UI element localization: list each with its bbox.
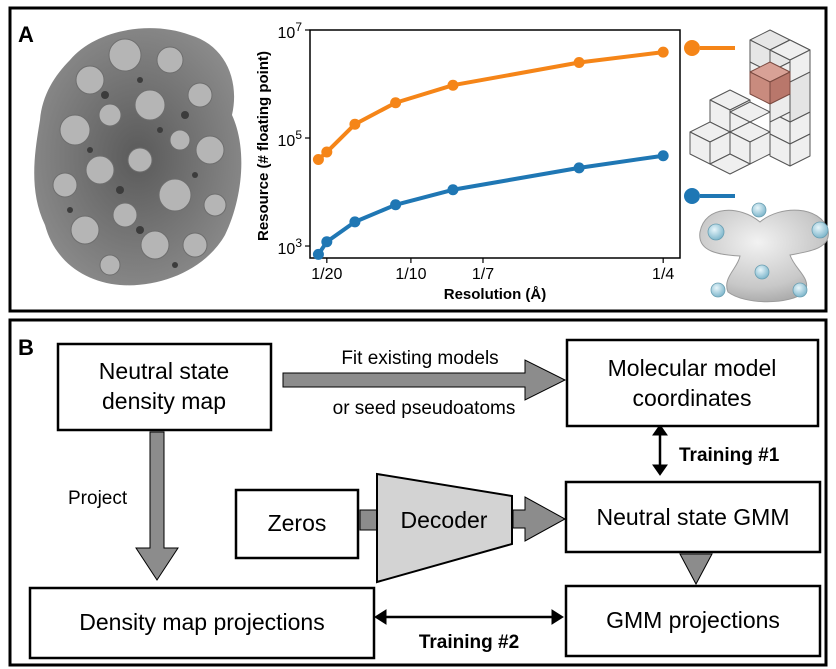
data-point — [390, 97, 402, 109]
data-point — [447, 79, 459, 91]
x-tick-label: 1/7 — [472, 266, 494, 283]
gmm-projections-box — [564, 584, 822, 658]
training-2-arrow — [374, 609, 564, 625]
panel-b-label: B — [18, 335, 34, 360]
panel-b-frame — [8, 318, 828, 667]
molecular-model-line1: Molecular model — [608, 355, 777, 381]
x-tick-label: 1/4 — [652, 266, 674, 283]
project-arrow — [135, 431, 179, 581]
data-point — [312, 154, 324, 166]
data-point — [573, 162, 585, 174]
neutral-gmm-box — [564, 480, 822, 554]
data-point — [657, 46, 669, 58]
data-point — [447, 184, 459, 196]
data-point — [349, 216, 361, 228]
gmm-projections-label: GMM projections — [606, 607, 780, 633]
decoder-trapezoid — [376, 472, 513, 584]
density-map-projections-box — [28, 586, 376, 660]
y-tick-label: 107 — [278, 20, 303, 42]
x-tick-label: 1/20 — [311, 266, 342, 283]
gmm-down-arrow — [679, 553, 713, 586]
orange-legend-marker — [684, 40, 735, 56]
molecular-model-line2: coordinates — [633, 385, 752, 411]
data-point — [312, 248, 324, 260]
plot-area — [309, 29, 681, 259]
y-tick-label: 103 — [278, 236, 303, 258]
fit-label-line1: Fit existing models — [341, 348, 498, 369]
decoder-to-gmm-arrow — [512, 496, 567, 542]
gaussian-blob-icon — [699, 202, 829, 303]
fit-arrow — [282, 359, 567, 401]
x-tick-label: 1/10 — [395, 266, 426, 283]
blue-legend-marker — [684, 188, 735, 204]
panel-a-frame — [8, 6, 828, 313]
neutral-density-map-line1: Neutral state — [99, 358, 229, 384]
data-point — [349, 118, 361, 130]
data-point — [390, 199, 402, 211]
series-line-1 — [316, 153, 666, 257]
neutral-density-map-line2: density map — [102, 388, 226, 414]
training-1-arrow — [652, 424, 668, 476]
molecular-model-box — [565, 338, 820, 428]
fit-label-line2: or seed pseudoatoms — [333, 398, 516, 419]
zeros-label: Zeros — [268, 510, 327, 536]
zeros-box — [234, 488, 360, 560]
data-point — [321, 146, 333, 158]
y-axis-label: Resource (# floating point) — [255, 51, 272, 241]
neutral-gmm-label: Neutral state GMM — [597, 504, 790, 530]
data-point — [321, 236, 333, 248]
y-tick-label: 105 — [278, 128, 303, 150]
training-2-label: Training #2 — [419, 632, 519, 653]
data-point — [657, 150, 669, 162]
training-1-label: Training #1 — [679, 445, 780, 466]
neutral-density-map-box — [56, 342, 273, 432]
series-line-0 — [316, 50, 666, 162]
panel-a-label: A — [18, 22, 34, 47]
x-axis-label: Resolution (Å) — [444, 286, 547, 303]
cryo-em-density-map-image — [34, 28, 242, 286]
decoder-label: Decoder — [401, 507, 488, 533]
density-map-projections-label: Density map projections — [79, 609, 324, 635]
voxel-grid-icon — [689, 29, 811, 175]
project-label: Project — [68, 488, 128, 509]
data-point — [573, 57, 585, 69]
